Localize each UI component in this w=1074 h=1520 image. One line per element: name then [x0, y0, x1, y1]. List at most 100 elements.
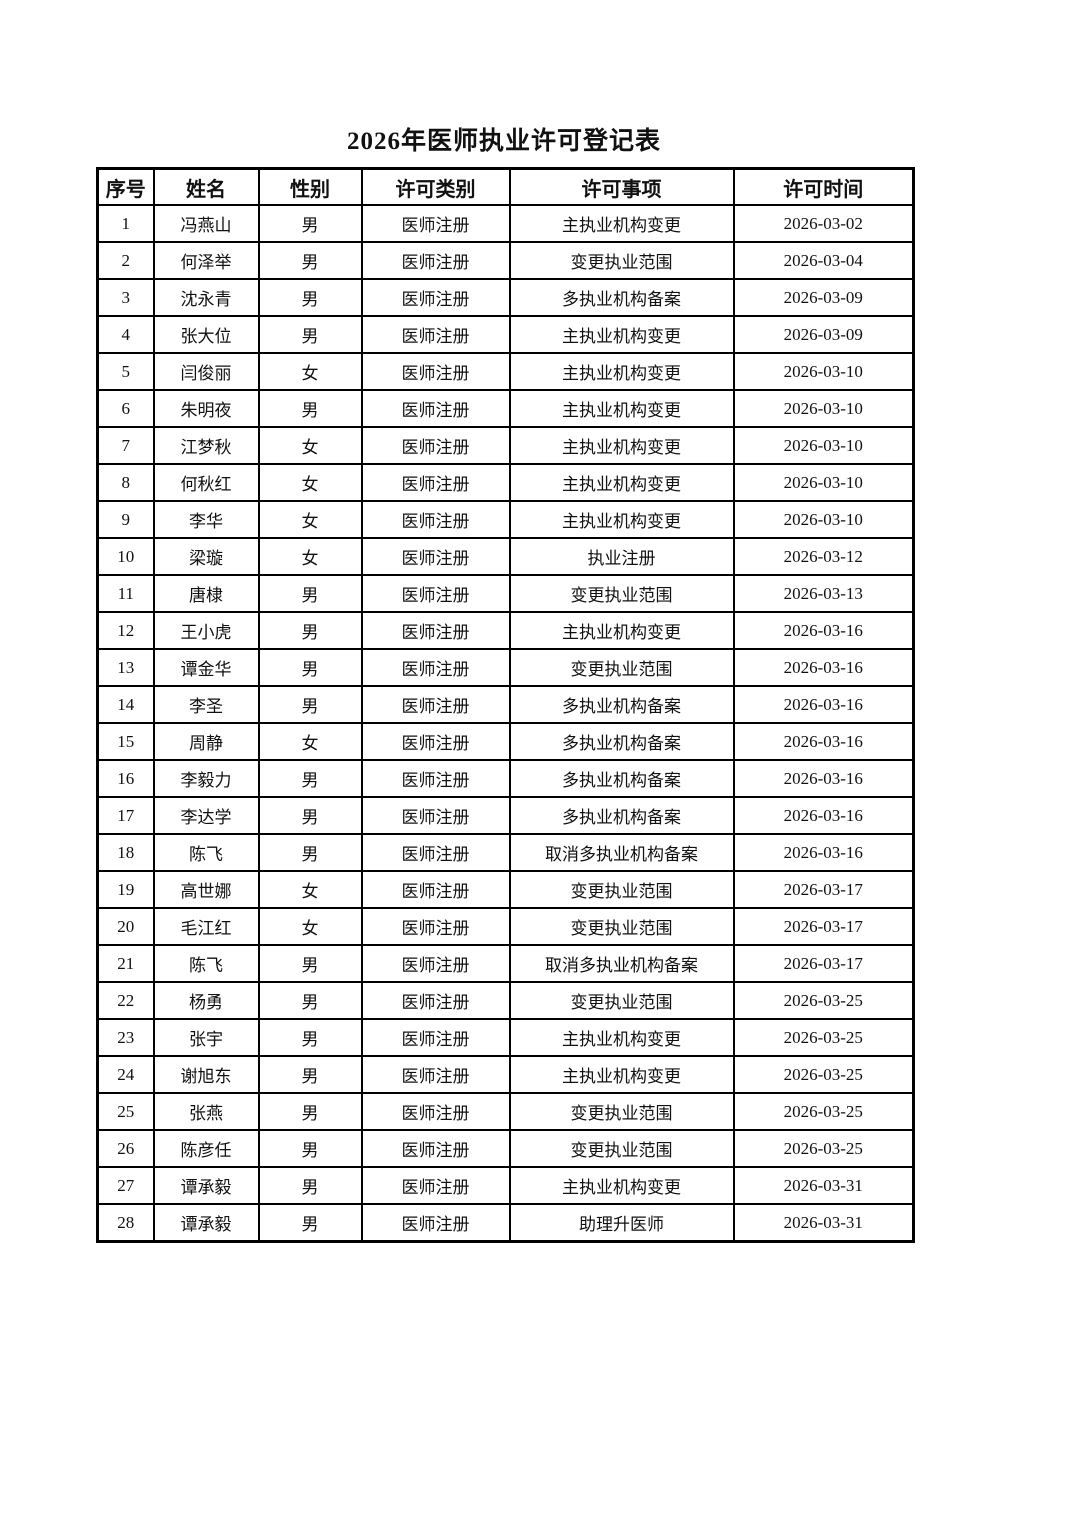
cell-matter: 主执业机构变更 [508, 1166, 735, 1205]
cell-category: 医师注册 [360, 611, 511, 650]
cell-date: 2026-03-17 [732, 944, 915, 983]
cell-gender: 男 [257, 648, 363, 687]
cell-gender: 男 [257, 944, 363, 983]
cell-gender: 男 [257, 981, 363, 1020]
cell-matter: 多执业机构备案 [508, 722, 735, 761]
cell-date: 2026-03-31 [732, 1166, 915, 1205]
cell-date: 2026-03-25 [732, 1092, 915, 1131]
cell-index: 5 [96, 352, 155, 391]
cell-name: 唐棣 [152, 574, 260, 613]
table-row: 27 谭承毅男医师注册 主执业机构变更 2026-03-31 [96, 1166, 915, 1205]
column-header-gender: 性别 [257, 167, 363, 206]
table-row: 11 唐棣男医师注册 变更执业范围 2026-03-13 [96, 574, 915, 613]
cell-category: 医师注册 [360, 685, 511, 724]
cell-index: 8 [96, 463, 155, 502]
cell-category: 医师注册 [360, 315, 511, 354]
cell-category: 医师注册 [360, 426, 511, 465]
cell-index: 16 [96, 759, 155, 798]
cell-date: 2026-03-16 [732, 685, 915, 724]
cell-index: 23 [96, 1018, 155, 1057]
cell-name: 张燕 [152, 1092, 260, 1131]
cell-category: 医师注册 [360, 870, 511, 909]
cell-category: 医师注册 [360, 1166, 511, 1205]
cell-gender: 男 [257, 241, 363, 280]
cell-matter: 取消多执业机构备案 [508, 833, 735, 872]
cell-index: 19 [96, 870, 155, 909]
cell-category: 医师注册 [360, 907, 511, 946]
cell-date: 2026-03-12 [732, 537, 915, 576]
cell-category: 医师注册 [360, 944, 511, 983]
cell-index: 6 [96, 389, 155, 428]
cell-name: 陈飞 [152, 833, 260, 872]
cell-date: 2026-03-16 [732, 722, 915, 761]
cell-name: 陈彦任 [152, 1129, 260, 1168]
cell-name: 冯燕山 [152, 204, 260, 243]
column-header-index: 序号 [96, 167, 155, 206]
cell-category: 医师注册 [360, 537, 511, 576]
table-row: 18 陈飞男医师注册 取消多执业机构备案 2026-03-16 [96, 833, 915, 872]
cell-date: 2026-03-31 [732, 1203, 915, 1243]
cell-matter: 主执业机构变更 [508, 389, 735, 428]
table-row: 7 江梦秋女医师注册 主执业机构变更 2026-03-10 [96, 426, 915, 465]
cell-name: 谢旭东 [152, 1055, 260, 1094]
table-row: 12 王小虎男医师注册 主执业机构变更 2026-03-16 [96, 611, 915, 650]
cell-gender: 男 [257, 611, 363, 650]
cell-date: 2026-03-09 [732, 315, 915, 354]
cell-category: 医师注册 [360, 1092, 511, 1131]
page-title: 2026年医师执业许可登记表 [346, 128, 661, 155]
cell-gender: 男 [257, 1055, 363, 1094]
cell-category: 医师注册 [360, 722, 511, 761]
cell-name: 江梦秋 [152, 426, 260, 465]
cell-gender: 男 [257, 315, 363, 354]
cell-matter: 变更执业范围 [508, 1129, 735, 1168]
cell-gender: 男 [257, 1166, 363, 1205]
cell-name: 杨勇 [152, 981, 260, 1020]
cell-date: 2026-03-13 [732, 574, 915, 613]
cell-name: 梁璇 [152, 537, 260, 576]
column-header-matter: 许可事项 [508, 167, 735, 206]
cell-gender: 男 [257, 1018, 363, 1057]
table-row: 24 谢旭东男医师注册 主执业机构变更 2026-03-25 [96, 1055, 915, 1094]
cell-gender: 女 [257, 537, 363, 576]
table-row: 9 李华女医师注册 主执业机构变更 2026-03-10 [96, 500, 915, 539]
table-row: 14 李圣男医师注册 多执业机构备案 2026-03-16 [96, 685, 915, 724]
cell-date: 2026-03-10 [732, 463, 915, 502]
table-row: 2 何泽举男医师注册 变更执业范围 2026-03-04 [96, 241, 915, 280]
cell-category: 医师注册 [360, 759, 511, 798]
cell-matter: 变更执业范围 [508, 870, 735, 909]
cell-category: 医师注册 [360, 204, 511, 243]
cell-name: 王小虎 [152, 611, 260, 650]
cell-date: 2026-03-16 [732, 759, 915, 798]
cell-date: 2026-03-17 [732, 870, 915, 909]
cell-date: 2026-03-16 [732, 833, 915, 872]
cell-name: 李毅力 [152, 759, 260, 798]
column-header-category: 许可类别 [360, 167, 511, 206]
cell-name: 李华 [152, 500, 260, 539]
cell-index: 4 [96, 315, 155, 354]
cell-category: 医师注册 [360, 981, 511, 1020]
table-row: 26 陈彦任男医师注册 变更执业范围 2026-03-25 [96, 1129, 915, 1168]
cell-matter: 主执业机构变更 [508, 315, 735, 354]
table-row: 8 何秋红女医师注册 主执业机构变更 2026-03-10 [96, 463, 915, 502]
column-header-name: 姓名 [152, 167, 260, 206]
cell-gender: 男 [257, 759, 363, 798]
table-row: 19 高世娜女医师注册 变更执业范围 2026-03-17 [96, 870, 915, 909]
cell-name: 周静 [152, 722, 260, 761]
cell-date: 2026-03-25 [732, 1129, 915, 1168]
cell-matter: 主执业机构变更 [508, 1055, 735, 1094]
cell-category: 医师注册 [360, 500, 511, 539]
cell-gender: 女 [257, 463, 363, 502]
cell-matter: 多执业机构备案 [508, 796, 735, 835]
cell-index: 9 [96, 500, 155, 539]
cell-matter: 变更执业范围 [508, 648, 735, 687]
cell-matter: 取消多执业机构备案 [508, 944, 735, 983]
cell-category: 医师注册 [360, 1055, 511, 1094]
table-row: 20 毛江红女医师注册 变更执业范围 2026-03-17 [96, 907, 915, 946]
cell-name: 李圣 [152, 685, 260, 724]
cell-category: 医师注册 [360, 796, 511, 835]
cell-date: 2026-03-10 [732, 426, 915, 465]
cell-gender: 男 [257, 796, 363, 835]
cell-name: 陈飞 [152, 944, 260, 983]
cell-gender: 男 [257, 278, 363, 317]
cell-matter: 执业注册 [508, 537, 735, 576]
